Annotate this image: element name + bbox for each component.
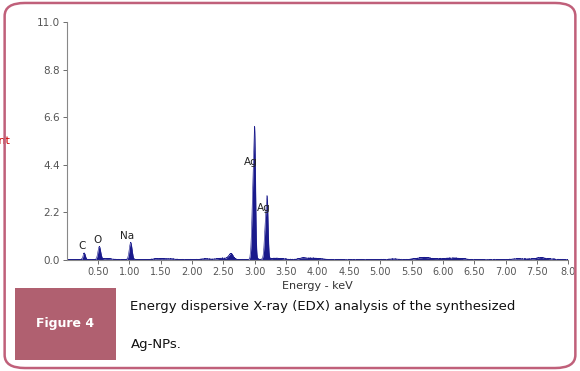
Text: C: C <box>79 242 86 252</box>
Y-axis label: KCnt: KCnt <box>0 136 10 146</box>
FancyBboxPatch shape <box>14 288 116 359</box>
Text: O: O <box>93 235 101 245</box>
Text: Na: Na <box>120 231 134 241</box>
X-axis label: Energy - keV: Energy - keV <box>282 281 353 291</box>
Text: Ag: Ag <box>258 203 271 213</box>
Text: Ag-NPs.: Ag-NPs. <box>130 338 182 351</box>
Text: Ag: Ag <box>244 157 258 167</box>
Text: Energy dispersive X-ray (EDX) analysis of the synthesized: Energy dispersive X-ray (EDX) analysis o… <box>130 300 516 313</box>
Text: Figure 4: Figure 4 <box>36 317 95 330</box>
